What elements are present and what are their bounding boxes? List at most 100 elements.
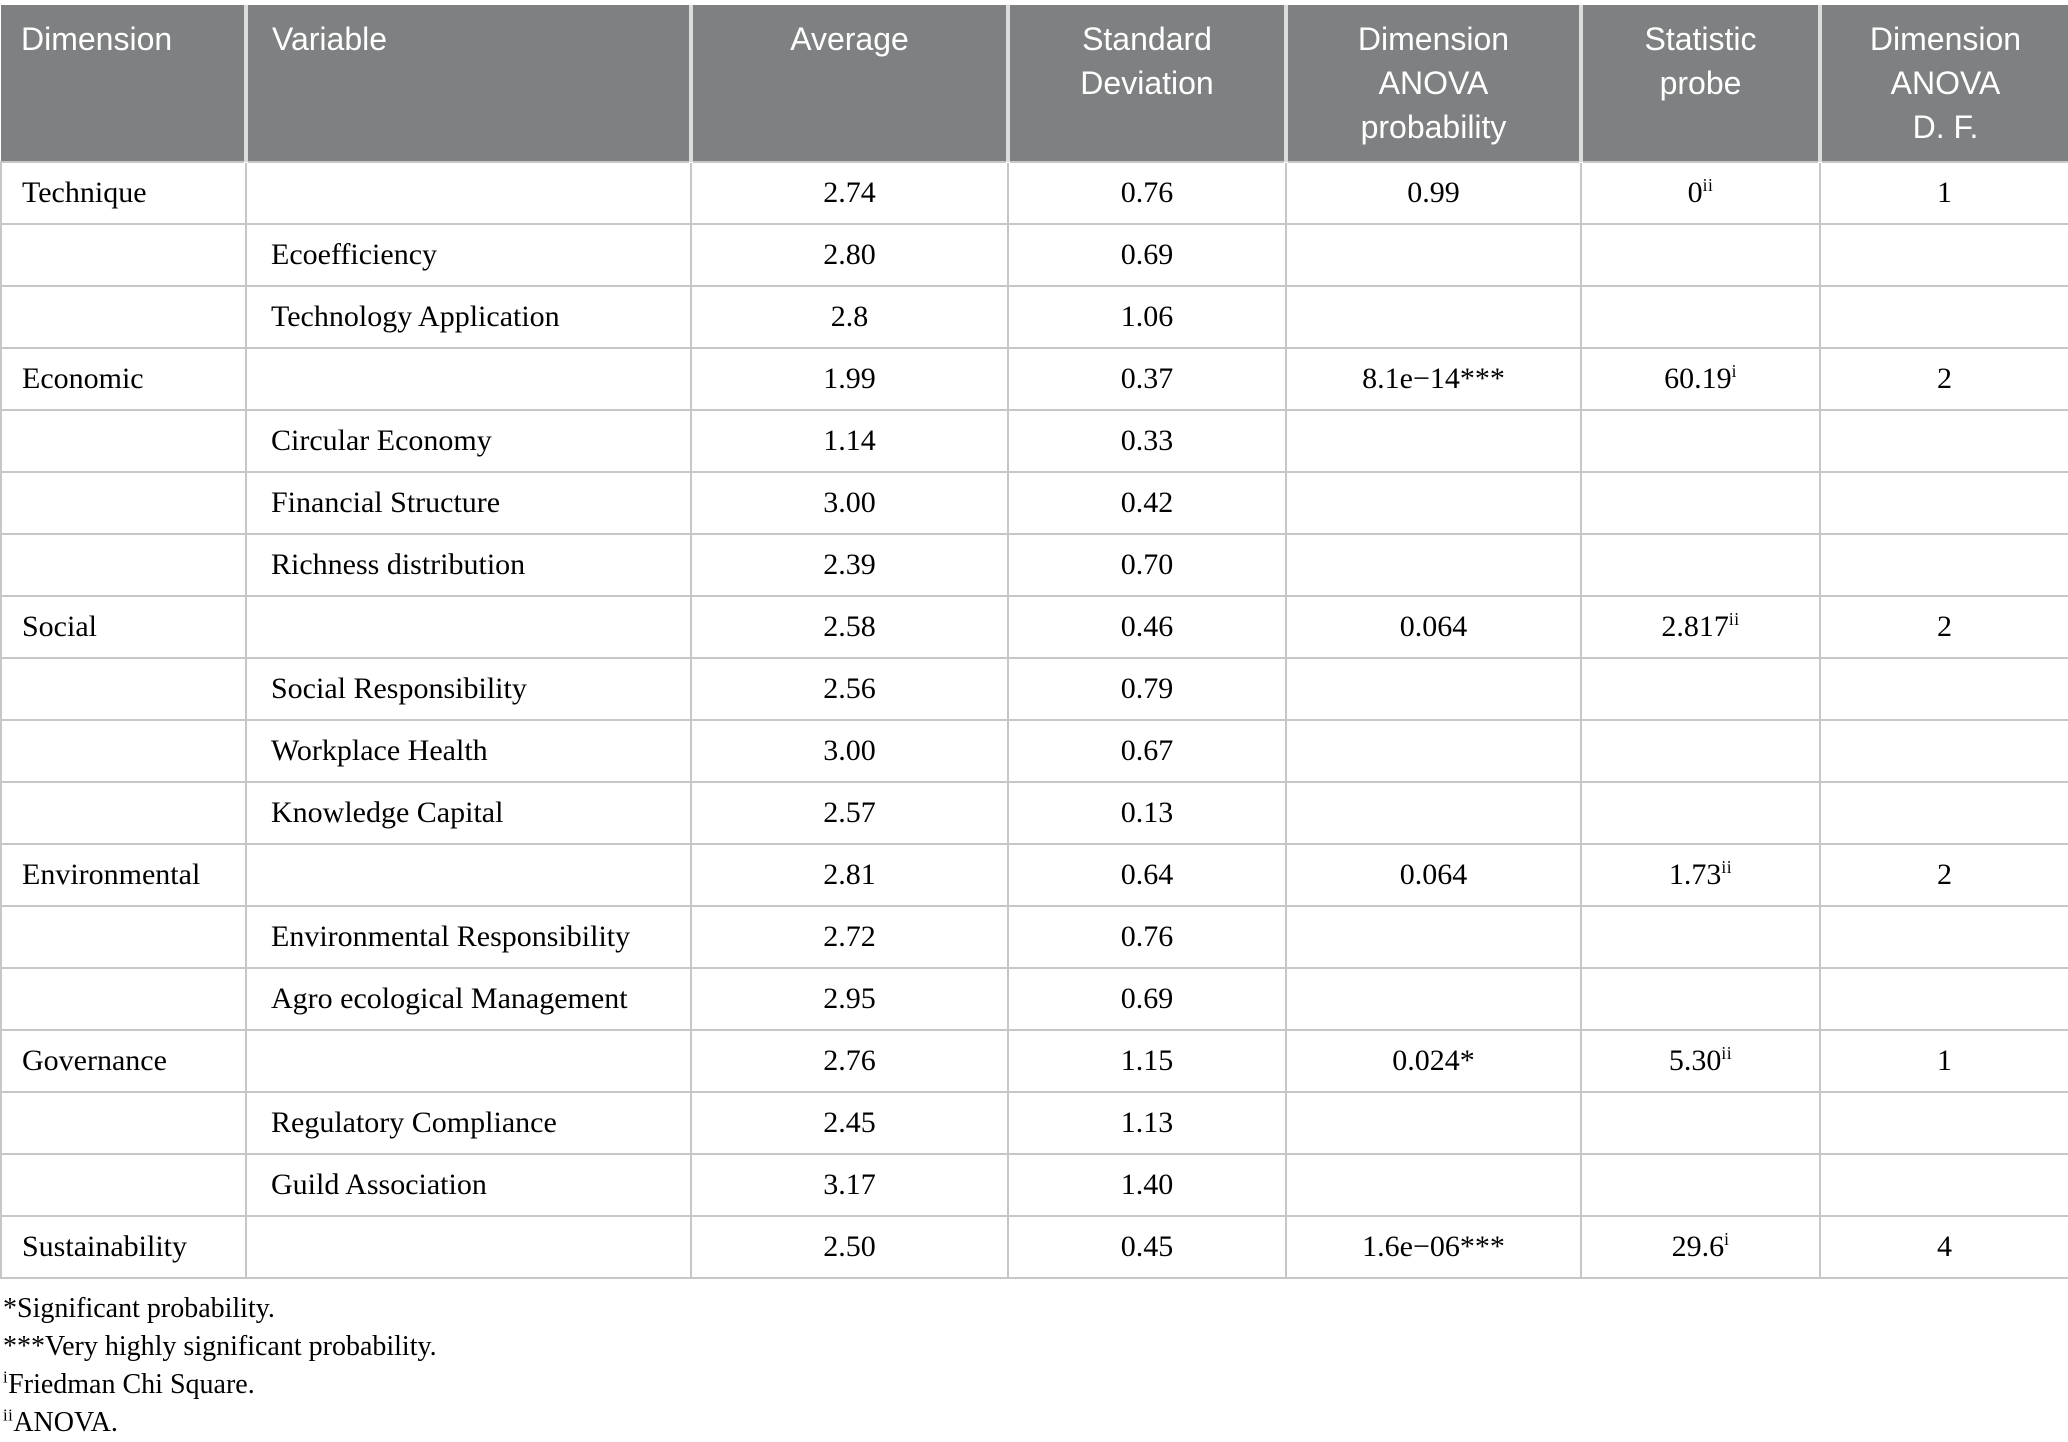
table-cell: 0.37 (1007, 347, 1287, 411)
table-cell (245, 1029, 692, 1093)
table-cell: 0.13 (1007, 781, 1287, 845)
table-cell: Knowledge Capital (245, 781, 692, 845)
table-cell (1819, 657, 2068, 721)
table-cell (1580, 657, 1821, 721)
table-cell: 2.8 (690, 285, 1009, 349)
table-row: Circular Economy 1.14 0.33 (0, 409, 2068, 473)
table-row: Ecoefficiency 2.80 0.69 (0, 223, 2068, 287)
column-header: Variable (244, 5, 691, 162)
table-cell: 2 (1819, 347, 2068, 411)
table-cell: 3.00 (690, 719, 1009, 783)
table-cell (1819, 1091, 2068, 1155)
table-cell: Economic (0, 347, 247, 411)
table-cell: 0ii (1580, 161, 1821, 225)
footnotes: *Significant probability. ***Very highly … (3, 1290, 2068, 1442)
table-row: Environmental Responsibility 2.72 0.76 (0, 905, 2068, 969)
table-cell (245, 843, 692, 907)
table-body: Technique 2.74 0.76 0.99 0ii 1 Ecoefficiency 2.… (0, 161, 2068, 1279)
table-cell (1580, 781, 1821, 845)
superscript-marker: ii (1721, 1043, 1733, 1063)
table-row: Guild Association 3.17 1.40 (0, 1153, 2068, 1217)
superscript-marker: ii (3, 1405, 14, 1425)
column-header: Standard Deviation (1006, 5, 1286, 162)
table-cell (1285, 223, 1582, 287)
table-cell (1819, 1153, 2068, 1217)
table-cell (1580, 1091, 1821, 1155)
header-row: Dimension Variable Average Standard Deviati… (1, 5, 2068, 162)
table-cell (0, 223, 247, 287)
table-cell: 2.58 (690, 595, 1009, 659)
table-cell: 0.024* (1285, 1029, 1582, 1093)
table-cell: Circular Economy (245, 409, 692, 473)
table-cell: 0.69 (1007, 223, 1287, 287)
table-cell (0, 471, 247, 535)
column-header: Statistic probe (1579, 5, 1820, 162)
table-row: Environmental 2.81 0.64 0.064 1.73ii 2 (0, 843, 2068, 907)
table-cell (1285, 905, 1582, 969)
table-cell (1819, 533, 2068, 597)
table-cell: Social Responsibility (245, 657, 692, 721)
table-row: Agro ecological Management 2.95 0.69 (0, 967, 2068, 1031)
table-row: Governance 2.76 1.15 0.024* 5.30ii 1 (0, 1029, 2068, 1093)
table-cell (0, 1091, 247, 1155)
table-cell: 29.6i (1580, 1215, 1821, 1279)
footnote-text: Friedman Chi Square. (8, 1369, 255, 1400)
table-cell (1285, 285, 1582, 349)
table-cell: 0.64 (1007, 843, 1287, 907)
table-cell: 1.99 (690, 347, 1009, 411)
superscript-marker: i (3, 1367, 9, 1387)
table-cell (1580, 905, 1821, 969)
table-cell: 0.79 (1007, 657, 1287, 721)
table-cell: Technique (0, 161, 247, 225)
column-header: Dimension ANOVA D. F. (1818, 5, 2068, 162)
table-cell (1819, 285, 2068, 349)
table-cell: 0.064 (1285, 595, 1582, 659)
superscript-marker: ii (1728, 609, 1740, 629)
table-cell (1285, 409, 1582, 473)
footnote-line: iFriedman Chi Square. (3, 1366, 2068, 1404)
table-cell: Financial Structure (245, 471, 692, 535)
table-cell: 1.14 (690, 409, 1009, 473)
table-cell: 1.13 (1007, 1091, 1287, 1155)
table-cell: Environmental Responsibility (245, 905, 692, 969)
table-cell: 2.57 (690, 781, 1009, 845)
table-cell (245, 1215, 692, 1279)
table-cell (1285, 967, 1582, 1031)
table-cell: 1.15 (1007, 1029, 1287, 1093)
table-cell: 1.73ii (1580, 843, 1821, 907)
table-cell: 2.76 (690, 1029, 1009, 1093)
table-cell: 2.50 (690, 1215, 1009, 1279)
table-cell (1819, 719, 2068, 783)
table-cell (1580, 285, 1821, 349)
table-cell: 2.81 (690, 843, 1009, 907)
table-cell: 0.33 (1007, 409, 1287, 473)
table-cell (1819, 781, 2068, 845)
table-cell: 0.99 (1285, 161, 1582, 225)
table-cell: 0.69 (1007, 967, 1287, 1031)
superscript-marker: i (1724, 1229, 1730, 1249)
table-cell: Ecoefficiency (245, 223, 692, 287)
table-row: Social Responsibility 2.56 0.79 (0, 657, 2068, 721)
footnote-text: ***Very highly significant probability. (3, 1331, 437, 1362)
table-cell (1580, 533, 1821, 597)
superscript-marker: i (1731, 361, 1737, 381)
table-cell (245, 595, 692, 659)
table-cell: 0.76 (1007, 161, 1287, 225)
footnote-line: *Significant probability. (3, 1290, 2068, 1328)
table-cell (1819, 967, 2068, 1031)
table-cell: 0.45 (1007, 1215, 1287, 1279)
table-cell: Sustainability (0, 1215, 247, 1279)
table-cell (1580, 719, 1821, 783)
table-cell: 2 (1819, 595, 2068, 659)
table-cell (0, 967, 247, 1031)
table-cell: 4 (1819, 1215, 2068, 1279)
table-cell (1819, 223, 2068, 287)
table-cell: Technology Application (245, 285, 692, 349)
table-cell: 60.19i (1580, 347, 1821, 411)
table-cell: Environmental (0, 843, 247, 907)
table-cell (1819, 409, 2068, 473)
column-header: Dimension ANOVA probability (1284, 5, 1581, 162)
table-cell (245, 161, 692, 225)
table-cell: Governance (0, 1029, 247, 1093)
table-cell (1285, 719, 1582, 783)
